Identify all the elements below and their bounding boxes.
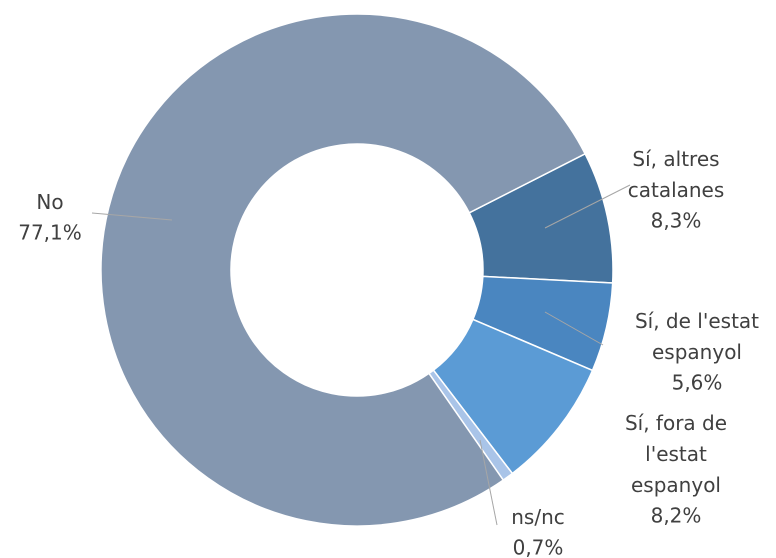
label-line: espanyol: [631, 473, 721, 497]
value-label: 8,2%: [651, 504, 702, 528]
value-label: 5,6%: [672, 371, 723, 395]
category-label: ns/nc: [511, 505, 565, 529]
label-line: espanyol: [652, 340, 742, 364]
category-label: Sí, fora de l'estat espanyol: [625, 411, 727, 497]
label-line: Sí, fora de: [625, 411, 727, 435]
leader-line: [544, 184, 631, 229]
value-label: 8,3%: [651, 209, 702, 233]
label-line: catalanes: [628, 178, 725, 202]
category-label: No: [36, 190, 63, 214]
category-label: Sí, de l'estat espanyol: [635, 309, 759, 364]
value-label: 77,1%: [18, 221, 82, 245]
label-line: l'estat: [645, 442, 707, 466]
category-label: Sí, altres catalanes: [628, 147, 725, 202]
label-line: Sí, de l'estat: [635, 309, 759, 333]
leader-line: [544, 311, 604, 346]
leader-line: [91, 212, 173, 221]
label-line: Sí, altres: [632, 147, 719, 171]
label-line: ns/nc: [511, 505, 565, 529]
leader-line: [479, 439, 498, 526]
label-line: No: [36, 190, 63, 214]
value-label: 0,7%: [513, 536, 564, 558]
donut-slice: [100, 13, 587, 527]
